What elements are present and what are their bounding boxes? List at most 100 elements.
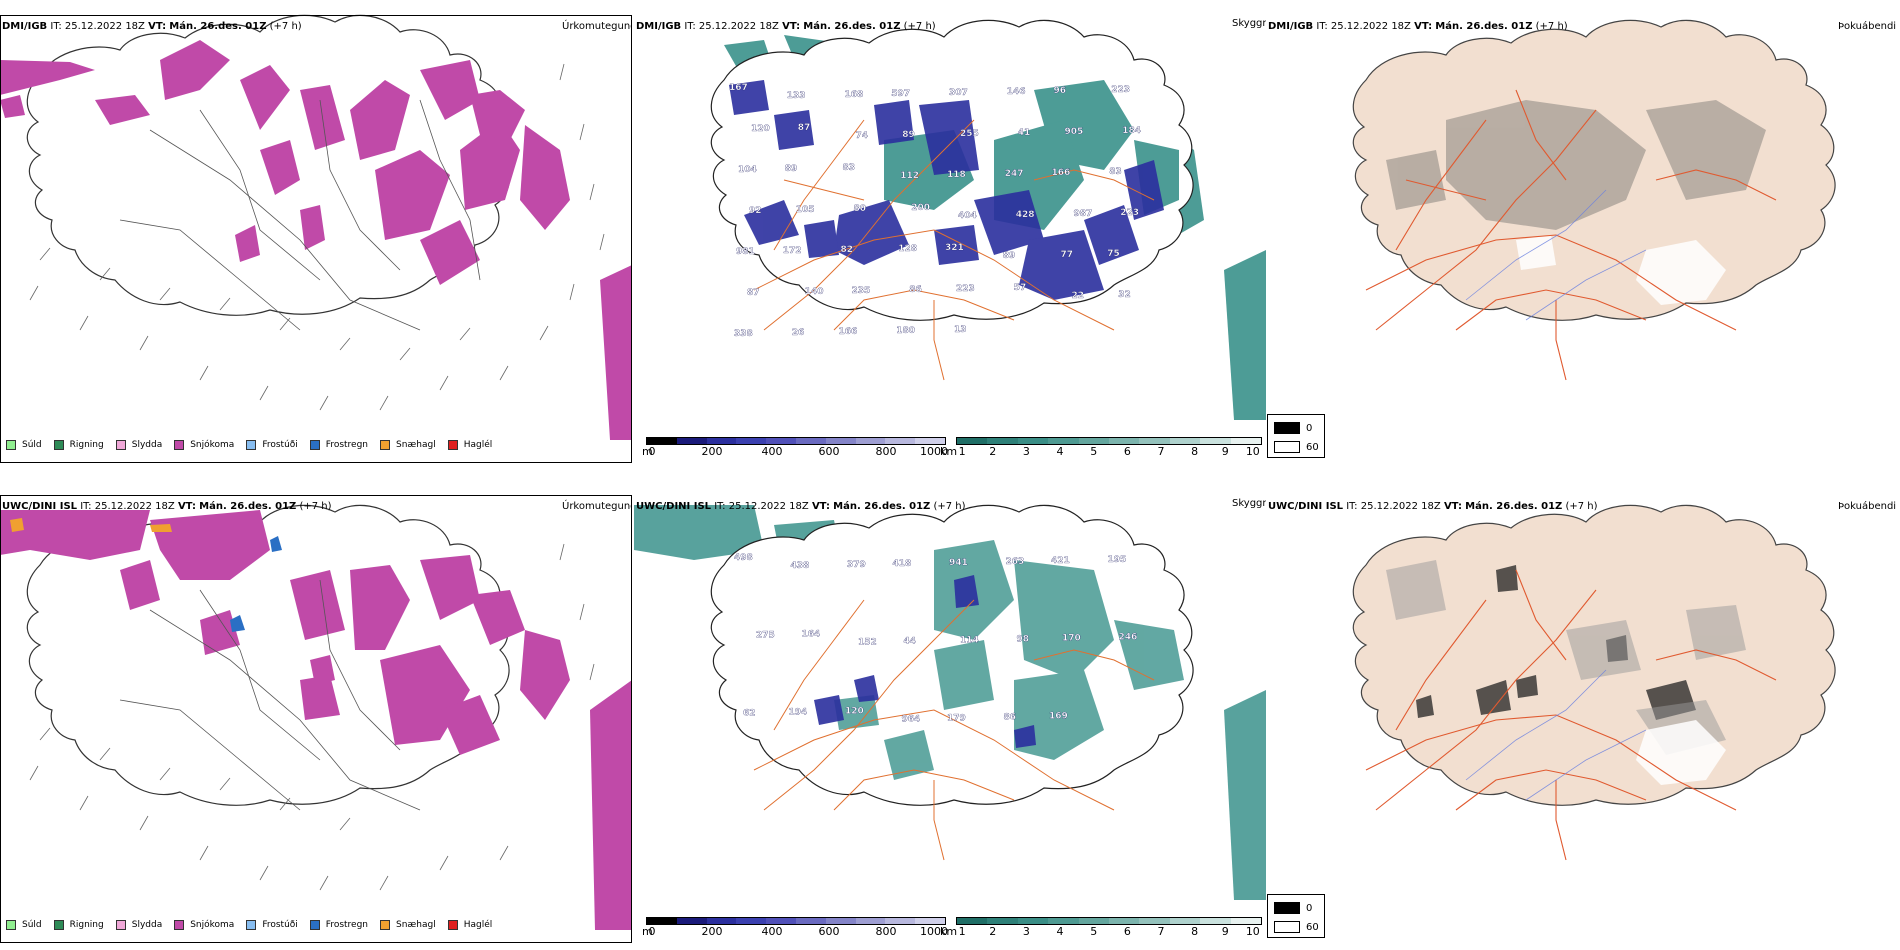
ceiling-value-label: 184 bbox=[1122, 126, 1141, 136]
ceiling-value-label: 421 bbox=[1051, 556, 1070, 566]
ceiling-value-label: 987 bbox=[1074, 209, 1093, 219]
ceiling-value-label: 114 bbox=[960, 636, 979, 646]
legend-item: Haglél bbox=[447, 440, 492, 450]
legend-item: Súld bbox=[6, 440, 42, 450]
ceiling-value-label: 120 bbox=[845, 706, 864, 716]
ceiling-value-label: 128 bbox=[898, 244, 917, 254]
ceiling-value-label: 438 bbox=[791, 561, 810, 571]
ceiling-value-label: 247 bbox=[1005, 169, 1024, 179]
ceiling-value-label: 57 bbox=[1014, 283, 1027, 293]
ceiling-value-label: 89 bbox=[902, 130, 915, 140]
precip-map-canvas-bottom bbox=[0, 504, 632, 930]
ceiling-value-label: 146 bbox=[1007, 87, 1026, 97]
panel-subtitle: Skyggni bbox=[1232, 18, 1266, 29]
legend-item: Súld bbox=[6, 920, 42, 930]
ceiling-value-label: 44 bbox=[904, 637, 917, 647]
ceiling-value-label: 964 bbox=[902, 714, 921, 724]
ceiling-value-label: 89 bbox=[1003, 251, 1016, 261]
precip-map-bottom: UWC/DINI ISL IT: 25.12.2022 18Z VT: Mán.… bbox=[0, 480, 632, 950]
ceiling-value-label: 498 bbox=[734, 553, 753, 563]
ceiling-value-label: 905 bbox=[1065, 127, 1084, 137]
legend-item: Snjókoma bbox=[174, 920, 234, 930]
legend-item: Frostúði bbox=[246, 920, 298, 930]
ceiling-value-label: 404 bbox=[958, 211, 977, 221]
ceiling-value-label: 195 bbox=[1108, 555, 1127, 565]
ceiling-value-label: 168 bbox=[845, 90, 864, 100]
ceiling-value-label: 140 bbox=[805, 287, 824, 297]
panel-title: UWC/DINI ISL IT: 25.12.2022 18Z VT: Mán.… bbox=[1268, 501, 1598, 512]
ceiling-value-label: 86 bbox=[1004, 712, 1017, 722]
ceiling-value-label: 62 bbox=[743, 708, 756, 718]
ceiling-value-label: 80 bbox=[854, 204, 867, 214]
panel-title: DMI/IGB IT: 25.12.2022 18Z VT: Mán. 26.d… bbox=[1268, 21, 1568, 32]
ceiling-colorbar: m 0 200 400 600 800 1000 bbox=[642, 437, 948, 459]
ceiling-value-label: 164 bbox=[802, 630, 821, 640]
ceiling-value-label: 86 bbox=[909, 285, 922, 295]
legend-item: Frostregn bbox=[309, 920, 368, 930]
ceiling-value-label: 246 bbox=[1119, 633, 1138, 643]
ceiling-value-label: 74 bbox=[856, 131, 869, 141]
ceiling-value-label: 597 bbox=[891, 89, 910, 99]
ceiling-value-label: 82 bbox=[841, 245, 854, 255]
ceiling-value-label: 167 bbox=[729, 83, 748, 93]
ceiling-value-label: 112 bbox=[900, 171, 919, 181]
panel-title: DMI/IGB IT: 25.12.2022 18Z VT: Mán. 26.d… bbox=[2, 21, 302, 32]
ceiling-value-label: 87 bbox=[747, 288, 760, 298]
ceiling-value-label: 87 bbox=[798, 123, 811, 133]
ceiling-value-label: 26 bbox=[792, 328, 805, 338]
fog-map-canvas-top bbox=[1352, 19, 1836, 381]
ceiling-value-label: 13 bbox=[954, 325, 967, 335]
ceiling-value-label: 180 bbox=[896, 326, 915, 336]
fog-map-top: DMI/IGB IT: 25.12.2022 18Z VT: Mán. 26.d… bbox=[1266, 0, 1900, 470]
ceiling-value-label: 166 bbox=[839, 327, 858, 337]
precip-map-canvas-top bbox=[0, 14, 632, 440]
panel-subtitle: Skyggni bbox=[1232, 498, 1266, 509]
ceiling-labels: 498 438 379 418 941 263 421 195 275 164 152 44 114 98… bbox=[734, 553, 1138, 725]
fog-map-bottom: UWC/DINI ISL IT: 25.12.2022 18Z VT: Mán.… bbox=[1266, 480, 1900, 950]
precip-legend: Súld Rigning Slydda Snjókoma Frostúði Fr… bbox=[6, 440, 504, 450]
ceiling-map-bottom: 498 438 379 418 941 263 421 195 275 164 152 44 114 98… bbox=[634, 480, 1266, 950]
legend-item: Slydda bbox=[115, 920, 162, 930]
ceiling-value-label: 92 bbox=[749, 206, 762, 216]
legend-item: Frostregn bbox=[309, 440, 368, 450]
ceiling-value-label: 223 bbox=[956, 284, 975, 294]
ceiling-value-label: 223 bbox=[1120, 208, 1139, 218]
ceiling-value-label: 235 bbox=[852, 286, 871, 296]
ceiling-value-label: 133 bbox=[787, 91, 806, 101]
ceiling-value-label: 981 bbox=[736, 247, 755, 257]
ceiling-value-label: 75 bbox=[1107, 249, 1120, 259]
legend-item: Rigning bbox=[53, 440, 104, 450]
ceiling-value-label: 321 bbox=[945, 243, 964, 253]
ceiling-value-label: 263 bbox=[1006, 557, 1025, 567]
ceiling-value-label: 120 bbox=[751, 124, 770, 134]
ceiling-labels: 167 133 168 597 307 146 96 223 120 87 74 89 255 41 905… bbox=[729, 83, 1141, 339]
ceiling-value-label: 194 bbox=[789, 707, 808, 717]
ceiling-value-label: 22 bbox=[1072, 291, 1085, 301]
ceiling-value-label: 104 bbox=[738, 165, 757, 175]
ceiling-value-label: 77 bbox=[1061, 250, 1074, 260]
fog-legend: 0 60 bbox=[1267, 894, 1325, 938]
panel-title: UWC/DINI ISL IT: 25.12.2022 18Z VT: Mán.… bbox=[636, 501, 966, 512]
ceiling-value-label: 32 bbox=[1118, 290, 1131, 300]
visibility-colorbar: km 1 2 3 4 5 6 7 8 9 10 bbox=[940, 437, 1262, 459]
panel-subtitle: Þokuábendi bbox=[1838, 501, 1897, 512]
panel-title: DMI/IGB IT: 25.12.2022 18Z VT: Mán. 26.d… bbox=[636, 21, 936, 32]
ceiling-value-label: 41 bbox=[1018, 128, 1031, 138]
precip-map-top: DMI/IGB IT: 25.12.2022 18Z VT: Mán. 26.d… bbox=[0, 0, 632, 470]
ceiling-value-label: 152 bbox=[858, 638, 877, 648]
ceiling-value-label: 255 bbox=[960, 129, 979, 139]
ceiling-map-canvas-bottom: 498 438 379 418 941 263 421 195 275 164 152 44 114 98… bbox=[634, 504, 1266, 900]
ceiling-value-label: 83 bbox=[843, 163, 856, 173]
panel-title: UWC/DINI ISL IT: 25.12.2022 18Z VT: Mán.… bbox=[2, 501, 332, 512]
ceiling-value-label: 307 bbox=[949, 88, 968, 98]
ceiling-value-label: 169 bbox=[1049, 711, 1068, 721]
legend-item: Slydda bbox=[115, 440, 162, 450]
ceiling-value-label: 200 bbox=[911, 203, 930, 213]
ceiling-value-label: 98 bbox=[1017, 635, 1030, 645]
visibility-colorbar: km 1 2 3 4 5 6 7 8 9 10 bbox=[940, 917, 1262, 939]
ceiling-value-label: 105 bbox=[796, 205, 815, 215]
ceiling-value-label: 418 bbox=[893, 559, 912, 569]
legend-item: Snæhagl bbox=[380, 440, 436, 450]
ceiling-map-top: 167 133 168 597 307 146 96 223 120 87 74 89 255 41 905… bbox=[634, 0, 1266, 470]
ceiling-value-label: 223 bbox=[1111, 85, 1130, 95]
